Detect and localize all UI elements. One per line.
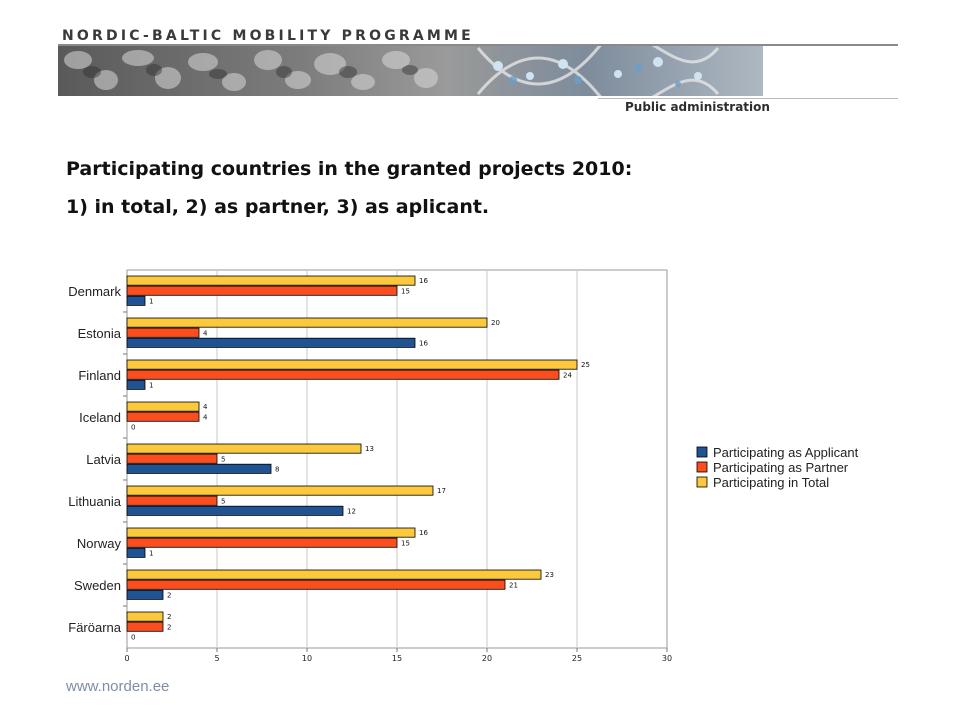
legend-label: Participating as Partner [713, 460, 849, 475]
category-label: Finland [78, 368, 121, 383]
section-rule [598, 98, 898, 99]
data-label: 0 [131, 633, 135, 641]
heading-line-1: Participating countries in the granted p… [66, 158, 633, 180]
category-label: Norway [77, 536, 122, 551]
bar [126, 379, 146, 390]
data-label: 15 [401, 539, 410, 547]
data-label: 2 [167, 623, 171, 631]
data-label: 4 [203, 403, 208, 411]
banner-dna-graphic [58, 46, 763, 96]
bar [126, 505, 344, 516]
legend-label: Participating as Applicant [713, 445, 859, 460]
banner-image [58, 46, 763, 96]
x-tick-label: 0 [124, 654, 129, 663]
bar [126, 411, 200, 422]
x-tick-label: 20 [482, 654, 492, 663]
legend-swatch [696, 461, 708, 473]
legend-label: Participating in Total [713, 475, 829, 490]
x-tick-label: 5 [214, 654, 219, 663]
data-label: 25 [581, 361, 590, 369]
bar [126, 547, 146, 558]
bar [126, 443, 362, 454]
category-label: Denmark [68, 284, 121, 299]
category-label: Latvia [86, 452, 121, 467]
bar [126, 589, 164, 600]
data-label: 13 [365, 445, 374, 453]
data-label: 1 [149, 297, 153, 305]
x-tick-label: 15 [392, 654, 402, 663]
category-label: Sweden [74, 578, 121, 593]
section-label: Public administration [625, 100, 770, 114]
category-label: Lithuania [68, 494, 122, 509]
programme-title: NORDIC-BALTIC MOBILITY PROGRAMME [62, 28, 474, 44]
data-label: 20 [491, 319, 500, 327]
bar [126, 463, 272, 474]
category-label: Färöarna [68, 620, 122, 635]
bar [126, 611, 164, 622]
data-label: 1 [149, 549, 153, 557]
bar [126, 295, 146, 306]
bar [126, 495, 218, 506]
heading-line-2: 1) in total, 2) as partner, 3) as aplica… [66, 196, 490, 218]
data-label: 4 [203, 413, 208, 421]
category-label: Iceland [79, 410, 121, 425]
data-label: 2 [167, 613, 171, 621]
bar [126, 317, 488, 328]
data-label: 4 [203, 329, 208, 337]
bar [126, 337, 416, 348]
bar [126, 453, 218, 464]
data-label: 5 [221, 497, 225, 505]
x-tick-label: 10 [302, 654, 312, 663]
data-label: 1 [149, 381, 153, 389]
data-label: 23 [545, 571, 554, 579]
header-rule [58, 44, 898, 46]
slide-heading: Participating countries in the granted p… [66, 150, 632, 226]
bar [126, 579, 506, 590]
bar [126, 359, 578, 370]
bar [126, 327, 200, 338]
x-tick-label: 30 [662, 654, 672, 663]
data-label: 0 [131, 423, 135, 431]
data-label: 16 [419, 529, 428, 537]
bar [126, 537, 398, 548]
category-label: Estonia [78, 326, 122, 341]
data-label: 16 [419, 277, 428, 285]
bar [126, 369, 560, 380]
bar [126, 527, 416, 538]
data-label: 12 [347, 507, 356, 515]
bar [126, 401, 200, 412]
data-label: 24 [563, 371, 572, 379]
bar [126, 285, 398, 296]
bar [126, 569, 542, 580]
data-label: 15 [401, 287, 410, 295]
data-label: 8 [275, 465, 279, 473]
bar [126, 485, 434, 496]
data-label: 5 [221, 455, 225, 463]
data-label: 17 [437, 487, 446, 495]
data-label: 16 [419, 339, 428, 347]
bar [126, 621, 164, 632]
legend-swatch [696, 446, 708, 458]
footer-url[interactable]: www.norden.ee [66, 678, 170, 695]
bar [126, 275, 416, 286]
data-label: 2 [167, 591, 171, 599]
legend-swatch [696, 476, 708, 488]
data-label: 21 [509, 581, 518, 589]
x-tick-label: 25 [572, 654, 582, 663]
